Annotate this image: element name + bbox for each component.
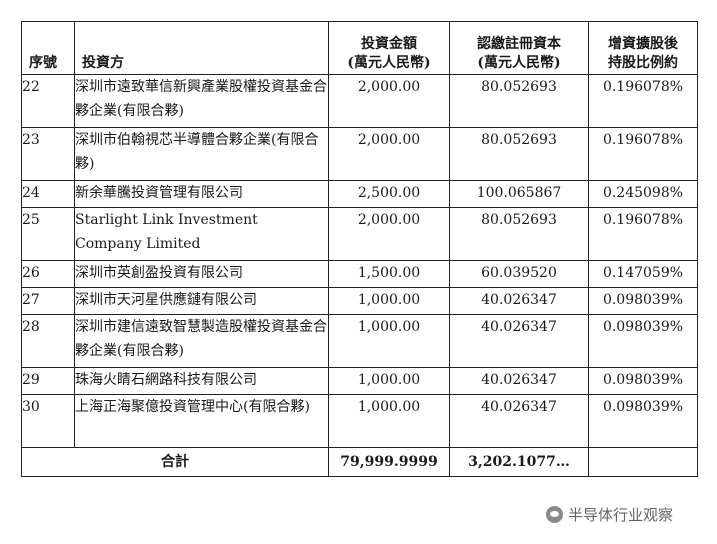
header-capital: 認繳註冊資本 (萬元人民幣) [449,21,589,75]
row-capital: 80.052693 [449,207,589,261]
table-row: 25 Starlight Link Investment Company Lim… [21,207,698,261]
header-capital-line2: (萬元人民幣) [477,55,561,72]
header-ratio-line2: 持股比例約 [608,55,678,72]
row-amount: 2,500.00 [328,180,450,208]
row-amount: 1,000.00 [328,367,450,395]
row-no: 27 [21,287,75,315]
row-amount: 1,000.00 [328,287,450,315]
table-row: 29 珠海火睛石網路科技有限公司 1,000.00 40.026347 0.09… [21,367,698,395]
row-ratio: 0.196078% [588,127,698,181]
row-capital: 40.026347 [449,367,589,395]
total-ratio [588,447,698,477]
row-ratio: 0.098039% [588,367,698,395]
table-row: 23 深圳市伯翰視芯半導體合夥企業(有限合夥) 2,000.00 80.0526… [21,127,698,181]
row-ratio: 0.196078% [588,207,698,261]
row-no: 23 [21,127,75,181]
header-amount-line2: (萬元人民幣) [347,55,431,72]
row-ratio: 0.098039% [588,287,698,315]
row-amount: 2,000.00 [328,74,450,128]
header-no: 序號 [21,21,75,75]
wechat-logo-icon [546,506,563,523]
row-capital: 60.039520 [449,260,589,288]
row-investor: 新余華騰投資管理有限公司 [74,180,329,208]
header-capital-line1: 認繳註冊資本 [477,35,561,52]
row-investor: 深圳市遠致華信新興產業股權投資基金合夥企業(有限合夥) [74,74,329,128]
header-amount: 投資金額 (萬元人民幣) [328,21,450,75]
row-ratio: 0.196078% [588,74,698,128]
row-no: 28 [21,314,75,368]
header-ratio-line1: 增資擴股後 [608,35,678,52]
row-capital: 80.052693 [449,127,589,181]
total-row: 合計 79,999.9999 3,202.1077… [21,447,698,477]
row-investor: 珠海火睛石網路科技有限公司 [74,367,329,395]
row-amount: 1,500.00 [328,260,450,288]
investor-table: 序號 投資方 投資金額 (萬元人民幣) 認繳註冊資本 (萬元人民幣) 增資擴股後… [21,21,698,477]
row-amount: 1,000.00 [328,314,450,368]
row-amount: 1,000.00 [328,394,450,448]
row-no: 22 [21,74,75,128]
table-row: 28 深圳市建信遠致智慧製造股權投資基金合夥企業(有限合夥) 1,000.00 … [21,314,698,368]
table-row: 26 深圳市英創盈投資有限公司 1,500.00 60.039520 0.147… [21,260,698,288]
row-capital: 40.026347 [449,287,589,315]
row-ratio: 0.245098% [588,180,698,208]
row-investor: 深圳市建信遠致智慧製造股權投資基金合夥企業(有限合夥) [74,314,329,368]
row-no: 25 [21,207,75,261]
table-row: 22 深圳市遠致華信新興產業股權投資基金合夥企業(有限合夥) 2,000.00 … [21,74,698,128]
row-capital: 100.065867 [449,180,589,208]
total-capital: 3,202.1077… [449,447,589,477]
header-amount-line1: 投資金額 [361,35,417,52]
total-label: 合計 [21,447,329,477]
row-investor: 上海正海聚億投資管理中心(有限合夥) [74,394,329,448]
watermark-text: 半导体行业观察 [568,506,674,524]
row-amount: 2,000.00 [328,127,450,181]
row-no: 26 [21,260,75,288]
header-investor: 投資方 [74,21,329,75]
header-ratio: 增資擴股後 持股比例約 [588,21,698,75]
row-no: 29 [21,367,75,395]
row-no: 30 [21,394,75,448]
header-row: 序號 投資方 投資金額 (萬元人民幣) 認繳註冊資本 (萬元人民幣) 增資擴股後… [21,21,698,75]
table-row: 27 深圳市天河星供應鏈有限公司 1,000.00 40.026347 0.09… [21,287,698,315]
row-investor: 深圳市天河星供應鏈有限公司 [74,287,329,315]
row-ratio: 0.147059% [588,260,698,288]
row-ratio: 0.098039% [588,314,698,368]
total-amount: 79,999.9999 [328,447,450,477]
row-ratio: 0.098039% [588,394,698,448]
row-investor: Starlight Link Investment Company Limite… [74,207,329,261]
row-no: 24 [21,180,75,208]
row-investor: 深圳市伯翰視芯半導體合夥企業(有限合夥) [74,127,329,181]
table-row: 30 上海正海聚億投資管理中心(有限合夥) 1,000.00 40.026347… [21,394,698,448]
row-capital: 80.052693 [449,74,589,128]
row-capital: 40.026347 [449,394,589,448]
row-capital: 40.026347 [449,314,589,368]
row-investor: 深圳市英創盈投資有限公司 [74,260,329,288]
watermark: 半导体行业观察 [542,503,678,526]
row-amount: 2,000.00 [328,207,450,261]
table-row: 24 新余華騰投資管理有限公司 2,500.00 100.065867 0.24… [21,180,698,208]
